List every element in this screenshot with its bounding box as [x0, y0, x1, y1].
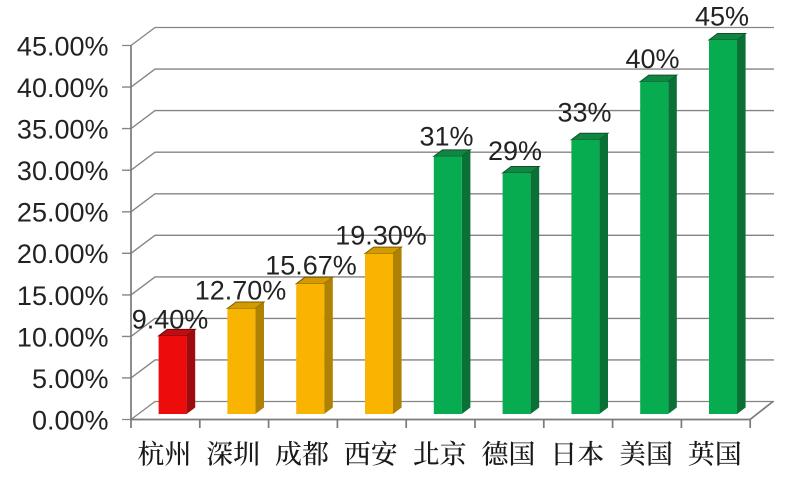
svg-text:29%: 29% — [488, 136, 542, 166]
svg-text:45.00%: 45.00% — [17, 31, 109, 61]
svg-text:33%: 33% — [557, 98, 611, 128]
svg-text:10.00%: 10.00% — [17, 322, 109, 352]
svg-text:45%: 45% — [695, 2, 749, 32]
svg-text:30.00%: 30.00% — [17, 156, 109, 186]
svg-text:40.00%: 40.00% — [17, 73, 109, 103]
svg-text:35.00%: 35.00% — [17, 115, 109, 145]
svg-text:5.00%: 5.00% — [32, 364, 109, 394]
svg-text:40%: 40% — [625, 44, 679, 74]
svg-text:20.00%: 20.00% — [17, 239, 109, 269]
svg-text:31%: 31% — [419, 122, 473, 152]
svg-text:0.00%: 0.00% — [32, 405, 109, 435]
svg-text:25.00%: 25.00% — [17, 198, 109, 228]
svg-text:15.67%: 15.67% — [265, 251, 357, 281]
svg-text:9.40%: 9.40% — [132, 305, 209, 335]
svg-text:15.00%: 15.00% — [17, 281, 109, 311]
svg-text:19.30%: 19.30% — [335, 221, 427, 251]
svg-text:12.70%: 12.70% — [195, 276, 287, 306]
